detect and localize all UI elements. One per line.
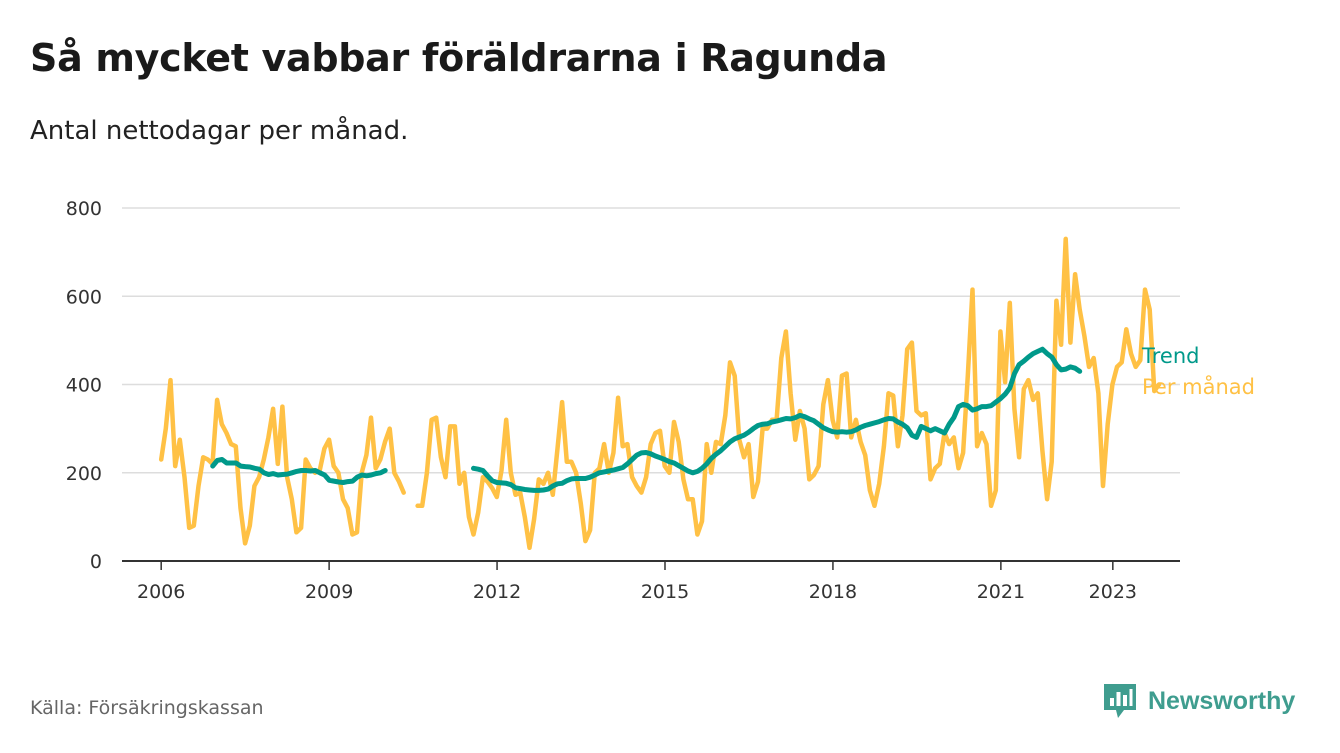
x-axis-ticks: 2006 2009 2012 2015 2018 2021 2023: [137, 561, 1137, 603]
x-tick-label: 2009: [305, 581, 353, 603]
series-per-manad-line: [158, 377, 406, 546]
x-tick-label: 2012: [473, 581, 521, 603]
series-trend-line: [210, 457, 388, 485]
legend-per-manad: Per månad: [1142, 374, 1255, 399]
x-tick-label: 2018: [809, 581, 857, 603]
source-note: Källa: Försäkringskassan: [30, 697, 264, 719]
series-trend-line: [471, 346, 1083, 493]
y-tick-label: 400: [66, 375, 102, 397]
series-per-manad-line: [415, 236, 1162, 551]
series-lines: [158, 236, 1162, 551]
y-axis-ticks: 0 200 400 600 800: [66, 198, 102, 573]
brand-logo: Newsworthy: [1102, 682, 1295, 720]
brand-name: Newsworthy: [1148, 686, 1296, 715]
chart-subtitle: Antal nettodagar per månad.: [30, 116, 409, 146]
y-tick-label: 600: [66, 286, 102, 308]
legend-trend: Trend: [1141, 344, 1199, 368]
y-tick-label: 0: [90, 551, 102, 573]
x-tick-label: 2006: [137, 581, 185, 603]
y-tick-label: 200: [66, 463, 102, 485]
x-tick-label: 2023: [1089, 581, 1137, 603]
page-title: Så mycket vabbar föräldrarna i Ragunda: [30, 36, 888, 80]
newsworthy-logo-icon: [1104, 684, 1136, 718]
y-tick-label: 800: [66, 198, 102, 220]
x-tick-label: 2015: [641, 581, 689, 603]
x-tick-label: 2021: [977, 581, 1025, 603]
